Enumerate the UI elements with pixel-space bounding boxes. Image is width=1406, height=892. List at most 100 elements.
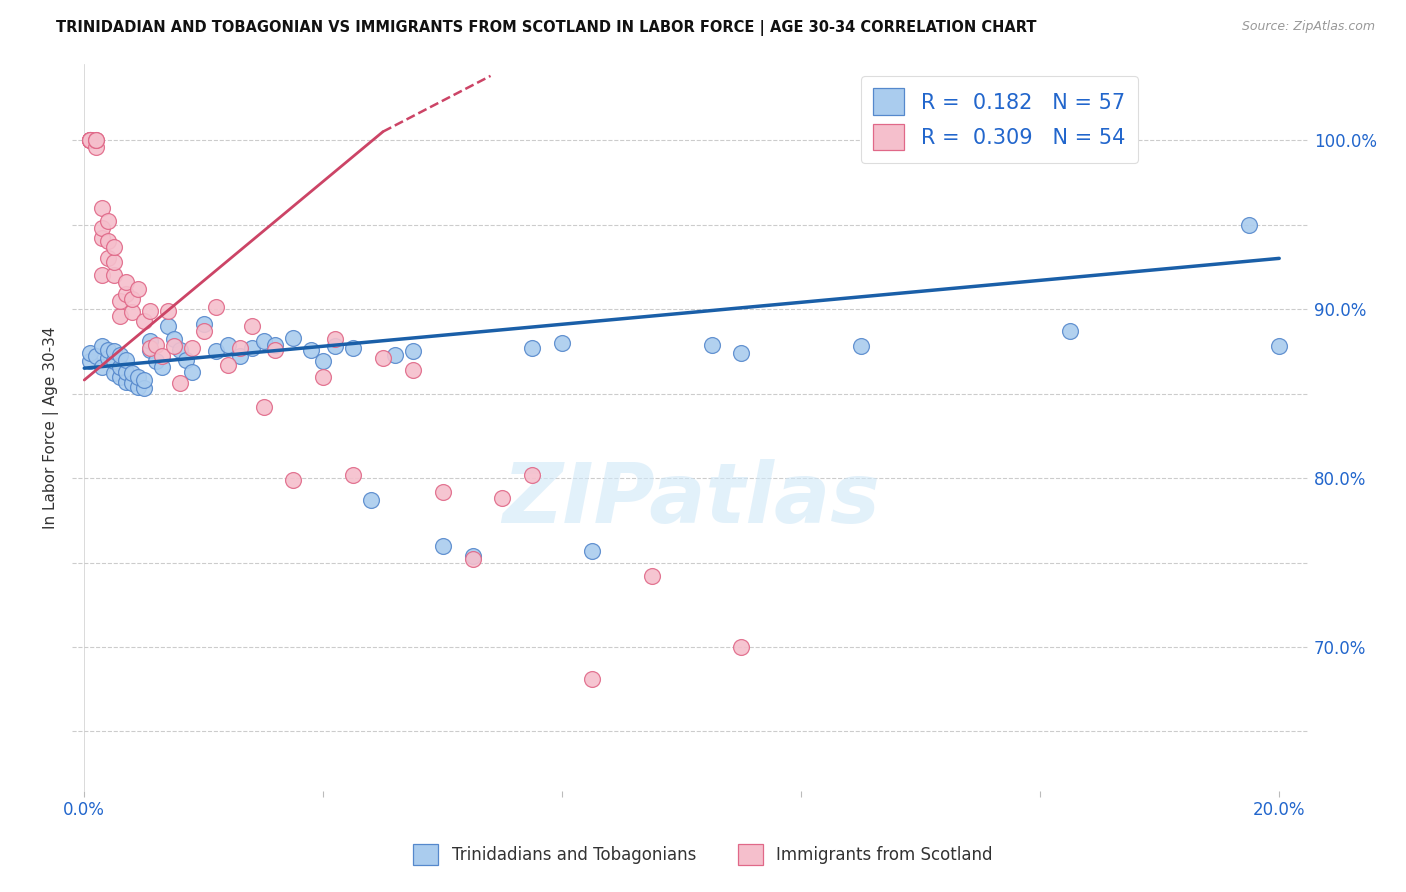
- Point: [84, 133, 107, 147]
- Point: [84, 140, 107, 154]
- Point: [121, 376, 143, 391]
- Point: [193, 324, 215, 338]
- Point: [108, 359, 131, 374]
- Point: [91, 201, 114, 215]
- Point: [240, 341, 263, 355]
- Point: [551, 335, 574, 350]
- Point: [103, 354, 125, 368]
- Point: [283, 473, 305, 487]
- Point: [91, 221, 114, 235]
- Point: [217, 358, 239, 372]
- Point: [108, 293, 131, 308]
- Point: [204, 301, 226, 315]
- Point: [252, 400, 274, 414]
- Point: [127, 369, 149, 384]
- Point: [145, 354, 167, 368]
- Point: [97, 252, 120, 266]
- Point: [323, 339, 346, 353]
- Text: ZIPatlas: ZIPatlas: [502, 459, 880, 541]
- Point: [139, 334, 162, 348]
- Point: [103, 268, 125, 283]
- Point: [91, 339, 114, 353]
- Point: [163, 333, 186, 347]
- Point: [115, 365, 138, 379]
- Point: [180, 341, 202, 355]
- Point: [228, 350, 250, 364]
- Point: [217, 337, 239, 351]
- Point: [312, 369, 335, 384]
- Point: [360, 493, 382, 508]
- Point: [180, 365, 202, 379]
- Point: [115, 275, 138, 289]
- Point: [283, 331, 305, 345]
- Text: Source: ZipAtlas.com: Source: ZipAtlas.com: [1241, 20, 1375, 33]
- Point: [84, 350, 107, 364]
- Point: [371, 351, 394, 365]
- Point: [121, 366, 143, 380]
- Point: [139, 303, 162, 318]
- Point: [522, 341, 544, 355]
- Point: [402, 344, 425, 359]
- Point: [204, 344, 226, 359]
- Point: [641, 569, 664, 583]
- Point: [132, 382, 155, 396]
- Point: [240, 318, 263, 333]
- Point: [97, 235, 120, 249]
- Point: [252, 334, 274, 348]
- Point: [115, 375, 138, 389]
- Point: [156, 318, 179, 333]
- Point: [79, 354, 101, 368]
- Legend: R =  0.182   N = 57, R =  0.309   N = 54: R = 0.182 N = 57, R = 0.309 N = 54: [860, 76, 1137, 163]
- Point: [145, 337, 167, 351]
- Point: [169, 376, 191, 391]
- Point: [1268, 339, 1291, 353]
- Point: [103, 366, 125, 380]
- Point: [127, 380, 149, 394]
- Point: [169, 343, 191, 357]
- Point: [700, 337, 723, 351]
- Point: [1239, 218, 1261, 232]
- Point: [174, 352, 197, 367]
- Text: TRINIDADIAN AND TOBAGONIAN VS IMMIGRANTS FROM SCOTLAND IN LABOR FORCE | AGE 30-3: TRINIDADIAN AND TOBAGONIAN VS IMMIGRANTS…: [56, 20, 1036, 36]
- Point: [121, 305, 143, 319]
- Legend: Trinidadians and Tobagonians, Immigrants from Scotland: Trinidadians and Tobagonians, Immigrants…: [406, 838, 1000, 871]
- Point: [115, 286, 138, 301]
- Point: [163, 339, 186, 353]
- Point: [91, 359, 114, 374]
- Point: [150, 350, 173, 364]
- Point: [342, 467, 364, 482]
- Point: [103, 344, 125, 359]
- Point: [103, 254, 125, 268]
- Point: [264, 337, 287, 351]
- Point: [121, 292, 143, 306]
- Point: [132, 314, 155, 328]
- Point: [491, 491, 513, 506]
- Point: [115, 352, 138, 367]
- Point: [79, 133, 101, 147]
- Point: [150, 359, 173, 374]
- Point: [849, 339, 872, 353]
- Point: [108, 369, 131, 384]
- Point: [91, 231, 114, 245]
- Point: [342, 341, 364, 355]
- Point: [522, 467, 544, 482]
- Point: [461, 549, 484, 563]
- Point: [79, 133, 101, 147]
- Point: [84, 133, 107, 147]
- Point: [1059, 324, 1081, 338]
- Point: [127, 282, 149, 296]
- Point: [312, 354, 335, 368]
- Point: [79, 133, 101, 147]
- Point: [79, 346, 101, 360]
- Point: [108, 309, 131, 323]
- Point: [432, 539, 454, 553]
- Point: [97, 343, 120, 357]
- Point: [103, 239, 125, 253]
- Point: [461, 552, 484, 566]
- Point: [132, 373, 155, 387]
- Point: [730, 640, 752, 654]
- Point: [97, 351, 120, 365]
- Point: [323, 333, 346, 347]
- Point: [432, 484, 454, 499]
- Point: [581, 543, 603, 558]
